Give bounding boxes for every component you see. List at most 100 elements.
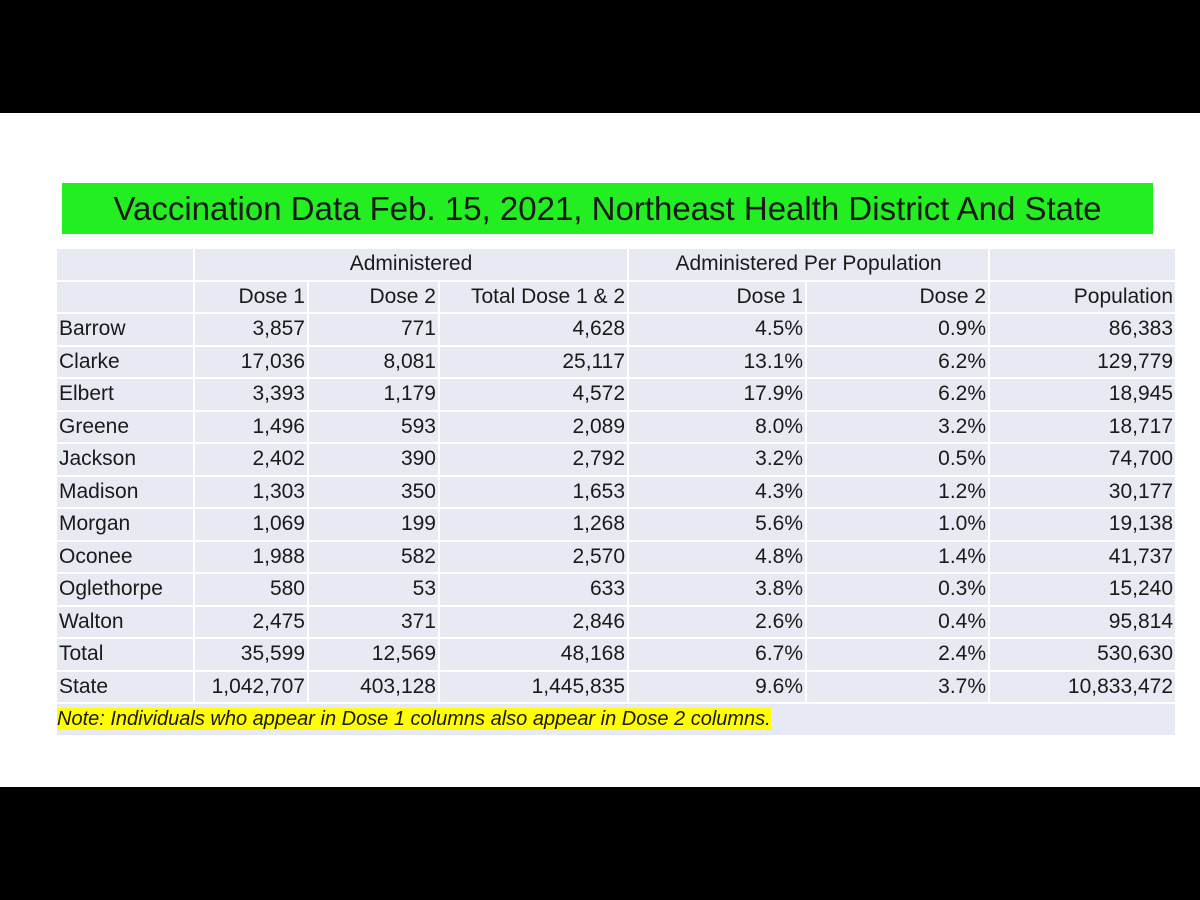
data-cell: 4.3% xyxy=(627,474,808,509)
data-cell: 1.2% xyxy=(805,474,991,509)
row-label: State xyxy=(55,669,195,704)
row-label: Jackson xyxy=(55,442,195,477)
note-cell: Note: Individuals who appear in Dose 1 c… xyxy=(54,702,1178,737)
data-cell: 371 xyxy=(307,604,440,639)
data-row: Morgan 1,069 199 1,268 5.6% 1.0% 19,138 xyxy=(55,507,1178,542)
data-cell: 2.6% xyxy=(627,604,808,639)
data-cell: 390 xyxy=(307,442,440,477)
data-cell: 582 xyxy=(307,539,440,574)
column-header: Dose 1 xyxy=(627,279,808,314)
data-cell: 25,117 xyxy=(437,344,630,379)
data-cell: 2,089 xyxy=(437,409,630,444)
row-label: Clarke xyxy=(55,344,195,379)
data-cell: 1,445,835 xyxy=(437,669,630,704)
data-cell: 10,833,472 xyxy=(988,669,1178,704)
data-cell: 0.4% xyxy=(805,604,991,639)
title: Vaccination Data Feb. 15, 2021, Northeas… xyxy=(62,183,1153,234)
data-row: Barrow 3,857 771 4,628 4.5% 0.9% 86,383 xyxy=(55,312,1178,347)
note: Note: Individuals who appear in Dose 1 c… xyxy=(57,708,771,731)
data-row: Total 35,599 12,569 48,168 6.7% 2.4% 530,630 xyxy=(55,637,1178,672)
data-cell: 17.9% xyxy=(627,377,808,412)
row-label: Barrow xyxy=(55,312,195,347)
column-header: Population xyxy=(988,279,1178,314)
data-cell: 4.5% xyxy=(627,312,808,347)
data-cell: 1,069 xyxy=(193,507,309,542)
data-row: Elbert 3,393 1,179 4,572 17.9% 6.2% 18,945 xyxy=(55,377,1178,412)
data-cell: 0.3% xyxy=(805,572,991,607)
data-cell: 1,303 xyxy=(193,474,309,509)
data-cell: 2,846 xyxy=(437,604,630,639)
data-cell: 633 xyxy=(437,572,630,607)
data-cell: 6.2% xyxy=(805,377,991,412)
data-cell: 129,779 xyxy=(988,344,1178,379)
column-header: Total Dose 1 & 2 xyxy=(437,279,630,314)
data-cell: 35,599 xyxy=(193,637,309,672)
data-cell: 8,081 xyxy=(307,344,440,379)
note-row: Note: Individuals who appear in Dose 1 c… xyxy=(54,702,1178,737)
data-cell: 4,572 xyxy=(437,377,630,412)
data-cell: 1,179 xyxy=(307,377,440,412)
column-header: Dose 2 xyxy=(805,279,991,314)
data-cell: 0.5% xyxy=(805,442,991,477)
group-header: Administered Per Population xyxy=(627,247,991,282)
data-cell: 4.8% xyxy=(627,539,808,574)
data-cell: 403,128 xyxy=(307,669,440,704)
data-cell: 41,737 xyxy=(988,539,1178,574)
data-cell: 1,268 xyxy=(437,507,630,542)
empty-cell xyxy=(55,247,195,282)
group-header-row: Administered Administered Per Population xyxy=(55,247,1178,282)
data-cell: 2,475 xyxy=(193,604,309,639)
column-header: Dose 1 xyxy=(193,279,309,314)
data-cell: 18,945 xyxy=(988,377,1178,412)
data-cell: 1,042,707 xyxy=(193,669,309,704)
data-table: Administered Administered Per Population D… xyxy=(54,247,1178,737)
data-cell: 48,168 xyxy=(437,637,630,672)
row-label: Total xyxy=(55,637,195,672)
data-cell: 3.7% xyxy=(805,669,991,704)
data-cell: 8.0% xyxy=(627,409,808,444)
data-row: Oglethorpe 580 53 633 3.8% 0.3% 15,240 xyxy=(55,572,1178,607)
empty-cell xyxy=(55,279,195,314)
data-cell: 2,402 xyxy=(193,442,309,477)
data-row: Madison 1,303 350 1,653 4.3% 1.2% 30,177 xyxy=(55,474,1178,509)
row-label: Walton xyxy=(55,604,195,639)
data-cell: 3.8% xyxy=(627,572,808,607)
row-label: Greene xyxy=(55,409,195,444)
data-cell: 6.2% xyxy=(805,344,991,379)
row-label: Oglethorpe xyxy=(55,572,195,607)
data-cell: 580 xyxy=(193,572,309,607)
data-cell: 9.6% xyxy=(627,669,808,704)
data-cell: 2,792 xyxy=(437,442,630,477)
data-row: Jackson 2,402 390 2,792 3.2% 0.5% 74,700 xyxy=(55,442,1178,477)
data-cell: 0.9% xyxy=(805,312,991,347)
group-header: Administered xyxy=(192,247,630,282)
data-cell: 1.4% xyxy=(805,539,991,574)
data-cell: 95,814 xyxy=(988,604,1178,639)
data-row: Greene 1,496 593 2,089 8.0% 3.2% 18,717 xyxy=(55,409,1178,444)
row-label: Elbert xyxy=(55,377,195,412)
data-cell: 3,393 xyxy=(193,377,309,412)
data-cell: 2,570 xyxy=(437,539,630,574)
column-header-row: Dose 1 Dose 2 Total Dose 1 & 2 Dose 1 Dose 2… xyxy=(55,279,1178,314)
data-cell: 30,177 xyxy=(988,474,1178,509)
column-header: Dose 2 xyxy=(307,279,440,314)
data-cell: 15,240 xyxy=(988,572,1178,607)
data-cell: 74,700 xyxy=(988,442,1178,477)
data-row: Oconee 1,988 582 2,570 4.8% 1.4% 41,737 xyxy=(55,539,1178,574)
data-cell: 2.4% xyxy=(805,637,991,672)
data-cell: 6.7% xyxy=(627,637,808,672)
data-cell: 86,383 xyxy=(988,312,1178,347)
data-row: Walton 2,475 371 2,846 2.6% 0.4% 95,814 xyxy=(55,604,1178,639)
row-label: Oconee xyxy=(55,539,195,574)
data-cell: 350 xyxy=(307,474,440,509)
data-cell: 5.6% xyxy=(627,507,808,542)
data-cell: 199 xyxy=(307,507,440,542)
data-cell: 17,036 xyxy=(193,344,309,379)
data-cell: 1,653 xyxy=(437,474,630,509)
data-row: Clarke 17,036 8,081 25,117 13.1% 6.2% 129,779 xyxy=(55,344,1178,379)
data-cell: 530,630 xyxy=(988,637,1178,672)
empty-cell xyxy=(988,247,1178,282)
data-cell: 1,988 xyxy=(193,539,309,574)
data-cell: 3.2% xyxy=(627,442,808,477)
